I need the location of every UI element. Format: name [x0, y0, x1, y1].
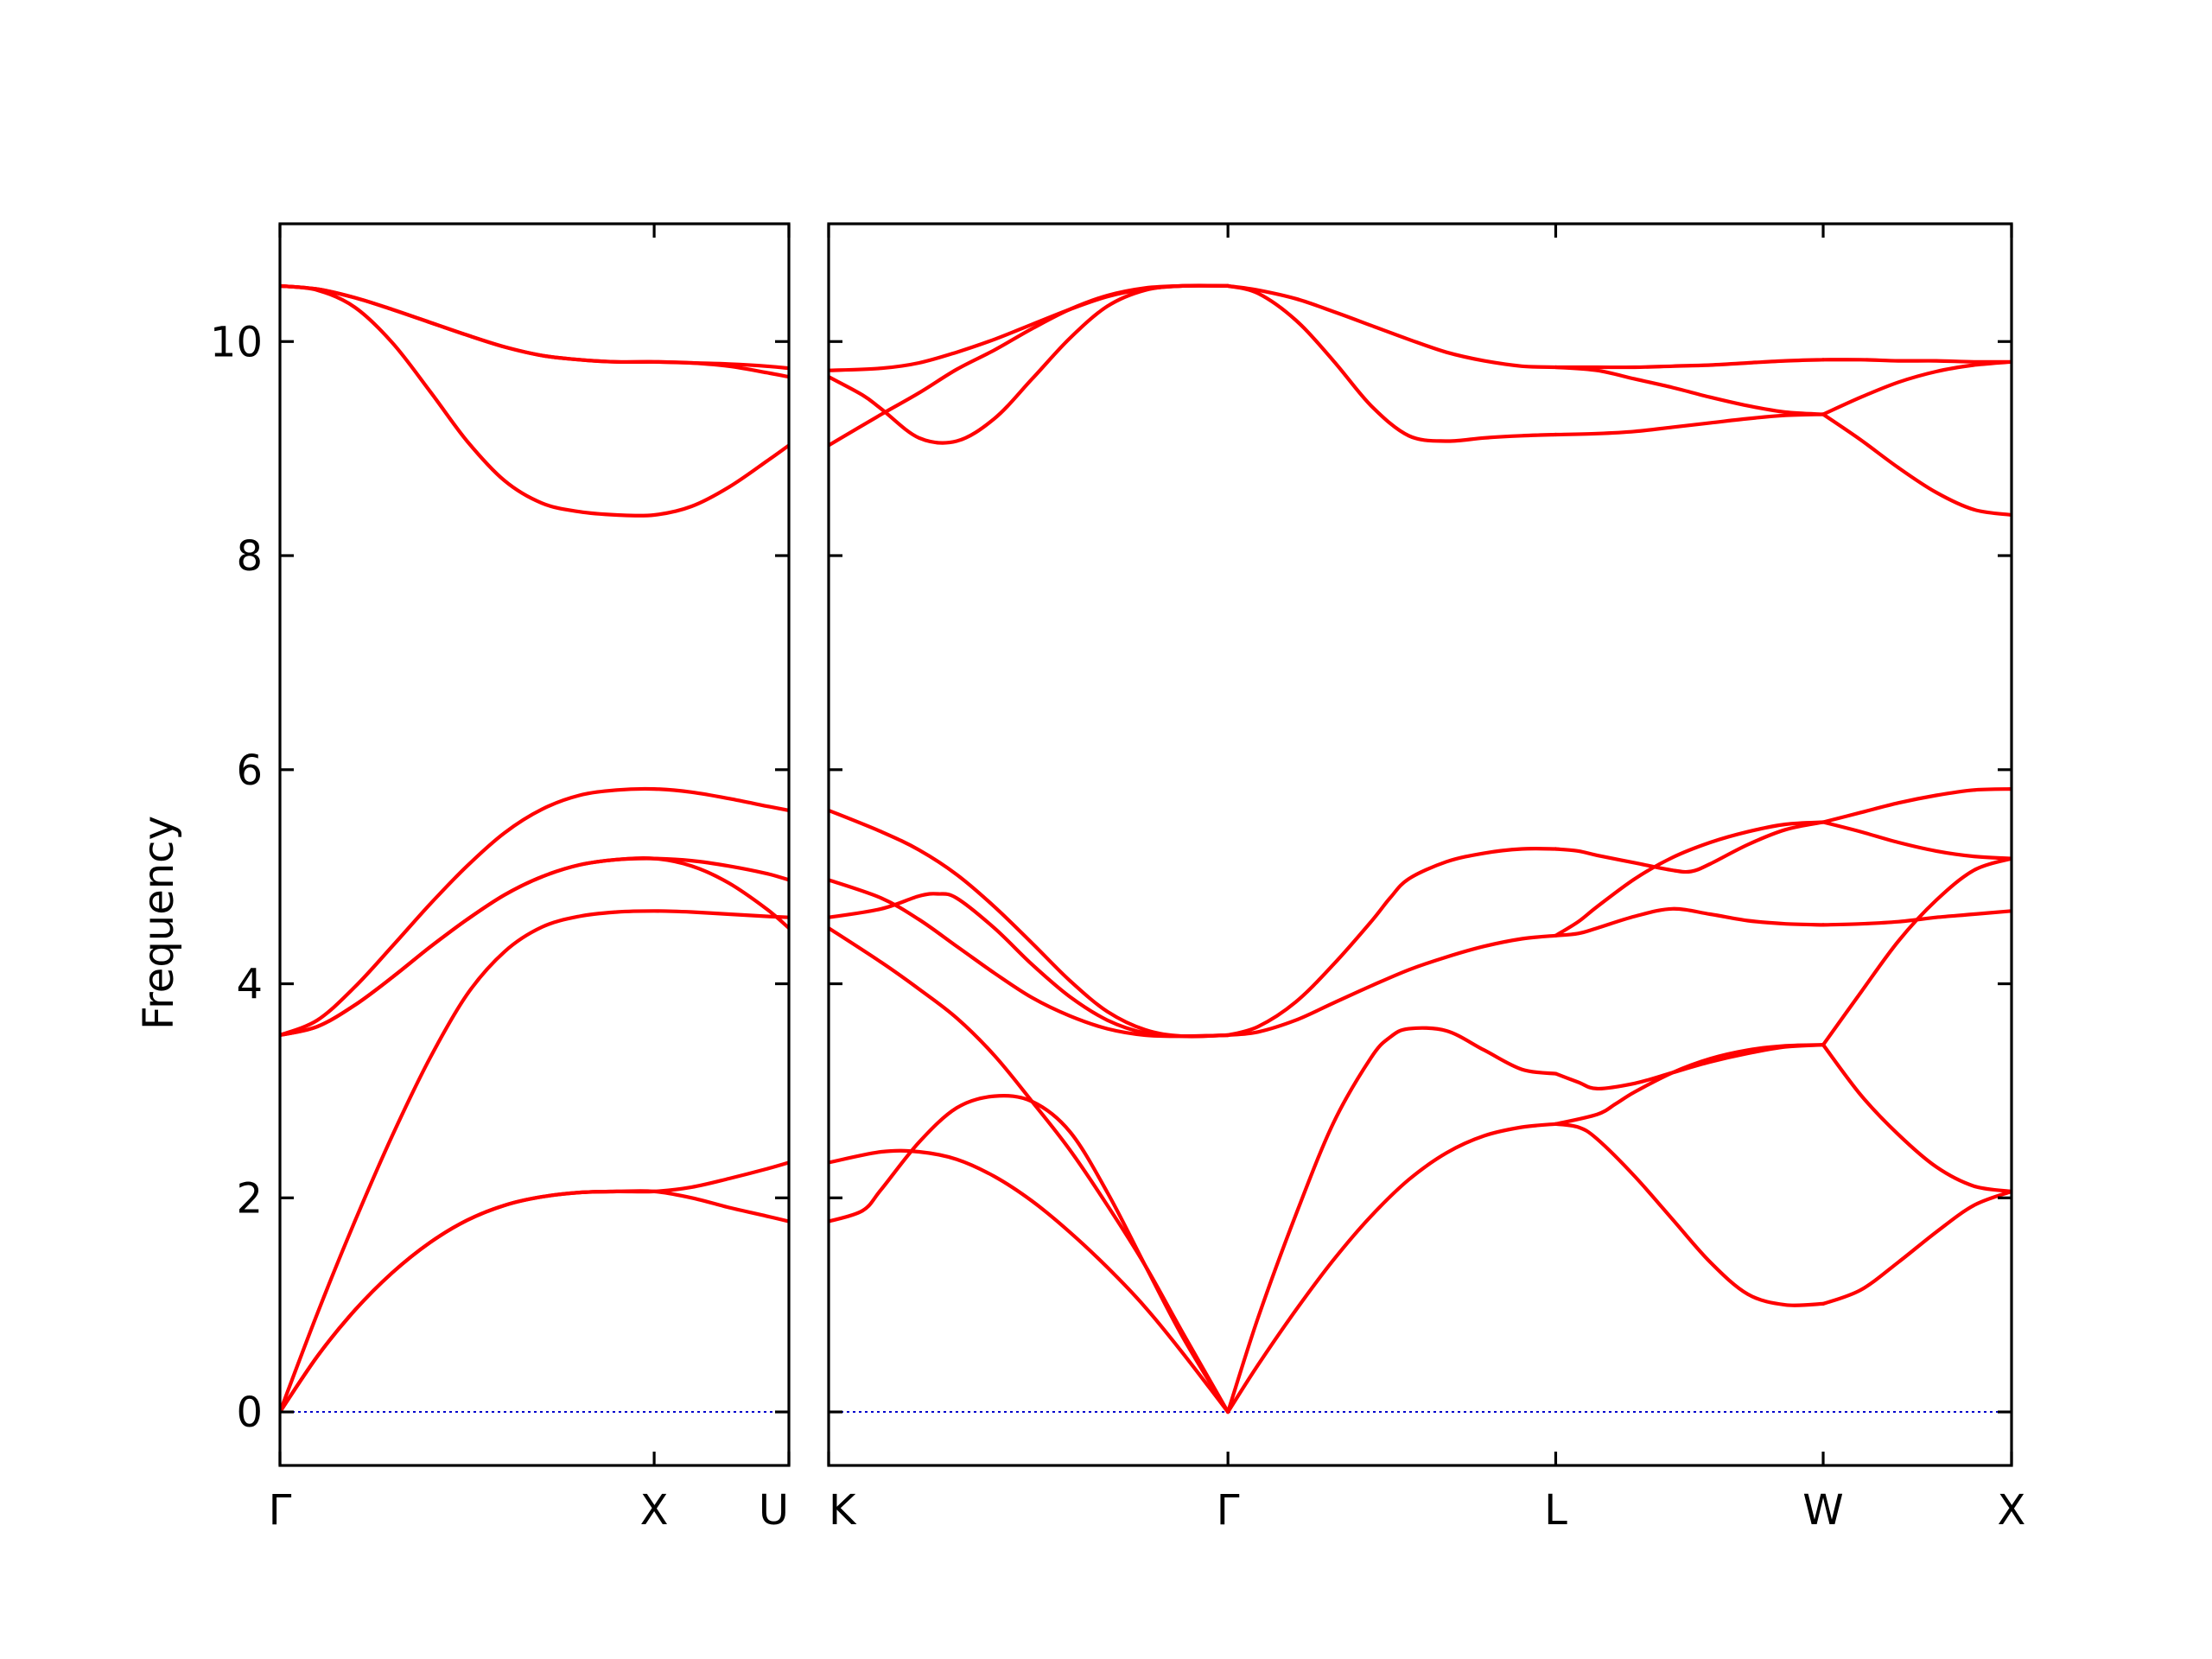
band-line-2-11 [1821, 856, 2012, 1047]
band-line-2-29 [1554, 365, 1826, 416]
band-line-2-24 [829, 283, 1230, 372]
band-line-2-27 [1226, 283, 1558, 370]
y-tick-label: 4 [236, 961, 263, 1009]
band-line-2-16 [1226, 847, 1558, 1038]
band-line-2-19 [1554, 820, 1826, 938]
x-tick-label-W: W [1802, 1486, 1843, 1535]
y-tick-label: 0 [236, 1389, 263, 1437]
band-line-1-4 [280, 856, 789, 1038]
band-line-2-1 [829, 1148, 1230, 1414]
x-tick-label-X: X [1998, 1486, 2026, 1535]
band-line-2-28 [1554, 358, 1826, 370]
y-tick-label: 10 [210, 318, 263, 366]
band-line-2-6 [1821, 1189, 2012, 1306]
band-line-2-32 [1821, 359, 2012, 416]
band-line-2-4 [1226, 1122, 1558, 1414]
band-line-2-30 [1554, 412, 1826, 437]
band-line-1-6 [280, 786, 789, 1038]
band-line-2-25 [829, 283, 1230, 445]
x-tick-label-U: U [759, 1486, 789, 1535]
x-tick-label-Γ: Γ [269, 1486, 292, 1535]
band-line-2-2 [829, 926, 1230, 1414]
band-line-2-13 [829, 892, 1230, 1039]
bands [829, 283, 2012, 1414]
y-tick-label: 2 [236, 1174, 263, 1223]
plot-frame [278, 222, 791, 1467]
plot-panels: 0 2 4 6 8 10 Γ X U K Γ L W X [210, 222, 2026, 1535]
band-line-2-20 [1554, 820, 1826, 874]
panel-1: 0 2 4 6 8 10 Γ X U [210, 222, 791, 1535]
band-line-2-10 [1821, 1043, 2012, 1193]
x-tick-label-L: L [1544, 1486, 1567, 1535]
band-line-2-3 [829, 1094, 1230, 1414]
x-tick-label-K: K [829, 1486, 857, 1535]
band-line-2-26 [1226, 283, 1558, 443]
band-line-2-22 [1821, 820, 2012, 861]
band-line-2-14 [829, 808, 1230, 1039]
band-line-2-9 [1554, 1043, 1826, 1126]
x-tick-label-X: X [640, 1486, 669, 1535]
y-axis-label: Frequency [135, 816, 183, 1030]
bands [280, 283, 789, 1414]
band-line-1-2 [280, 1189, 789, 1414]
band-line-1-7 [280, 283, 789, 518]
band-line-2-12 [829, 878, 1230, 1039]
band-line-2-23 [829, 283, 1230, 448]
band-line-2-15 [1226, 933, 1558, 1038]
band-line-1-3 [280, 909, 789, 1414]
band-line-2-21 [1821, 787, 2012, 824]
band-line-2-18 [1821, 909, 2012, 927]
band-line-1-9 [280, 283, 789, 371]
band-line-1-5 [280, 856, 789, 1038]
band-line-2-7 [1226, 1026, 1558, 1414]
y-tick-label: 8 [236, 532, 263, 581]
band-line-2-17 [1554, 906, 1826, 938]
band-line-2-31 [1821, 358, 2012, 364]
y-tick-label: 6 [236, 747, 263, 795]
plot-frame [827, 222, 2013, 1467]
band-line-2-33 [1821, 412, 2012, 518]
band-line-2-5 [1554, 1122, 1826, 1307]
x-tick-label-Γ: Γ [1217, 1486, 1240, 1535]
